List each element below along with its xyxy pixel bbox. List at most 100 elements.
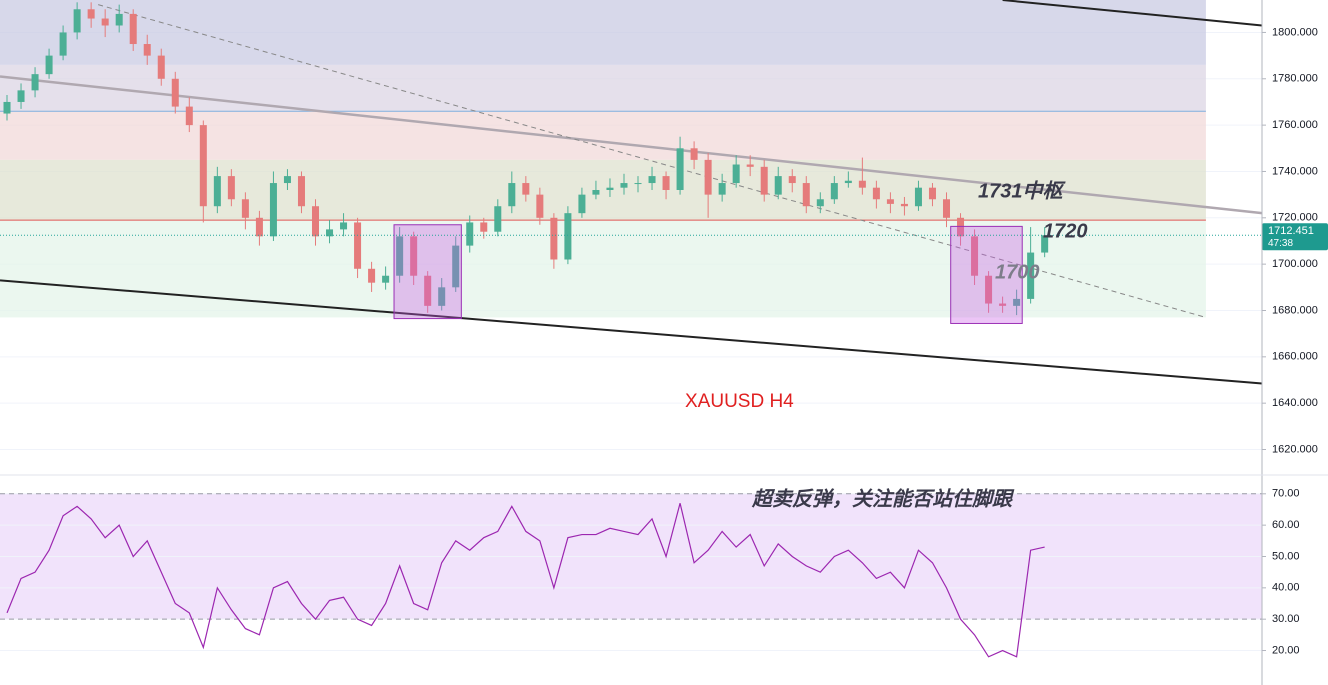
candle-body: [368, 268, 376, 283]
y-tick-label: 1760.000: [1272, 119, 1318, 131]
trend-line: [1002, 0, 1263, 27]
y-tick-label: 20.00: [1272, 644, 1300, 656]
candle-body: [578, 194, 586, 214]
y-tick-label: 1660.000: [1272, 351, 1318, 363]
rsi-panel: [0, 493, 1262, 658]
candle-body: [185, 106, 193, 126]
candle-body: [858, 180, 866, 188]
candle-body: [886, 199, 894, 204]
candle-body: [115, 13, 123, 26]
candle-body: [634, 183, 642, 185]
candle-body: [283, 176, 291, 184]
candle-body: [410, 236, 418, 276]
candle-body: [1013, 298, 1021, 306]
candle-body: [816, 199, 824, 207]
candle-body: [3, 101, 11, 114]
candle-body: [199, 125, 207, 207]
candle-body: [255, 217, 263, 237]
candle-body: [971, 236, 979, 276]
candle-body: [732, 164, 740, 184]
candle-body: [213, 176, 221, 207]
candle-body: [382, 275, 390, 283]
candle-body: [87, 9, 95, 19]
chart-title: XAUUSD H4: [685, 391, 794, 412]
candle-body: [508, 183, 516, 207]
rsi-line: [6, 503, 1045, 658]
candle-body: [690, 148, 698, 160]
candle-body: [227, 176, 235, 200]
candle-body: [872, 187, 880, 200]
candle-body: [269, 183, 277, 237]
y-tick-label: 1720.000: [1272, 212, 1318, 224]
candle-body: [101, 18, 109, 26]
y-tick-label: 1800.000: [1272, 26, 1318, 38]
candle-body: [452, 245, 460, 288]
candle-body: [914, 187, 922, 207]
y-tick-label: 30.00: [1272, 613, 1300, 625]
candle-body: [606, 187, 614, 190]
countdown: 47:38: [1268, 238, 1293, 249]
candle-body: [340, 222, 348, 230]
candle-body: [676, 148, 684, 190]
candle-body: [564, 213, 572, 260]
candle-body: [241, 199, 249, 218]
y-tick-label: 50.00: [1272, 550, 1300, 562]
price-panel: [0, 0, 1263, 451]
candle-body: [157, 55, 165, 79]
candle-body: [17, 90, 25, 102]
overlay: 1731中枢 1720 1700 XAUUSD H4 超卖反弹，关注能否站住脚跟: [685, 179, 1088, 510]
candle-body: [31, 74, 39, 91]
y-tick-label: 70.00: [1272, 488, 1300, 500]
candle-body: [326, 229, 334, 237]
candle-body: [942, 199, 951, 218]
candle-body: [354, 222, 362, 269]
candle-body: [396, 236, 404, 276]
candle-body: [830, 183, 838, 200]
candle-body: [718, 183, 726, 195]
zone: [0, 111, 1206, 160]
candle-body: [73, 9, 81, 33]
candle-body: [844, 180, 852, 184]
candle-body: [129, 13, 137, 45]
price-badge: [1262, 223, 1328, 251]
y-tick-label: 1620.000: [1272, 443, 1318, 455]
y-tick-label: 1680.000: [1272, 304, 1318, 316]
candle-body: [648, 176, 656, 184]
candle-body: [900, 203, 908, 207]
trend-line: [0, 279, 1263, 385]
y-tick-label: 60.00: [1272, 519, 1300, 531]
highlight-box: [950, 225, 1023, 324]
candle-body: [466, 222, 474, 246]
candle-body: [424, 275, 432, 306]
annotation: 1731中枢: [978, 179, 1066, 202]
candle-body: [171, 78, 179, 107]
candle-body: [620, 183, 628, 188]
zone: [0, 220, 1206, 318]
y-tick-label: 1640.000: [1272, 397, 1318, 409]
candle-body: [760, 166, 768, 195]
candle-body: [774, 176, 782, 195]
candle-body: [985, 275, 993, 304]
candle-body: [522, 183, 530, 195]
candle-body: [59, 32, 67, 56]
candle-body: [1027, 252, 1035, 299]
candle-body: [999, 303, 1007, 306]
y-tick-label: 1780.000: [1272, 73, 1318, 85]
y-tick-label: 40.00: [1272, 582, 1300, 594]
highlight-box: [393, 224, 462, 320]
candle-body: [1041, 235, 1049, 253]
candle-body: [746, 164, 754, 167]
candle-body: [704, 159, 712, 195]
y-tick-label: 1740.000: [1272, 165, 1318, 177]
zone: [0, 0, 1206, 65]
y-tick-label: 1700.000: [1272, 258, 1318, 270]
annotation: 超卖反弹，关注能否站住脚跟: [751, 487, 1015, 510]
candle-body: [311, 206, 320, 237]
annotation: 1700: [995, 261, 1040, 283]
candle-body: [438, 287, 446, 306]
candle-body: [536, 194, 544, 218]
candle-body: [494, 206, 502, 232]
candle-body: [662, 176, 670, 190]
trend-line: [0, 75, 1263, 215]
